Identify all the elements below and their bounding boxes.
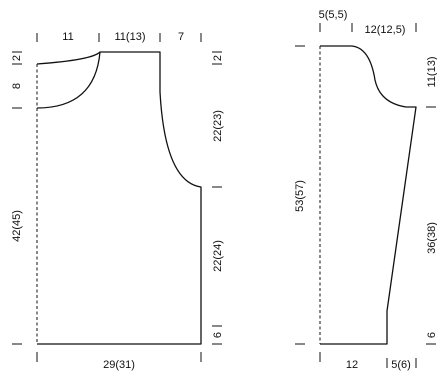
sleeve-bottom-dimension: 12 5(6) — [319, 352, 417, 371]
sleeve-right-label-cap: 11(13) — [426, 57, 437, 88]
sleeve-left-dimension: 53(57) — [294, 45, 306, 345]
sleeve-left-label-length: 53(57) — [294, 180, 306, 212]
back-right-dimension: 2 22(23) 22(24) 6 — [212, 51, 224, 345]
sleeve-bottom-label-cuff: 12 — [346, 359, 358, 371]
sleeve-right-label-seam: 36(38) — [426, 222, 437, 254]
back-top-dimension: 11 11(13) 7 — [36, 31, 202, 43]
back-top-label-center: 11(13) — [115, 31, 146, 43]
sleeve-right-dimension: 11(13) 36(38) 6 — [426, 57, 437, 345]
back-right-label-side: 22(24) — [212, 240, 224, 272]
back-right-label-rib: 6 — [212, 332, 224, 338]
back-piece-outline — [36, 51, 202, 345]
back-bottom-label-width: 29(31) — [103, 359, 135, 371]
back-right-label-armhole: 22(23) — [212, 110, 224, 142]
back-left-label-top: 2 — [11, 55, 23, 61]
back-piece: 11 11(13) 7 2 8 42(45) 2 22(23) 22(24) 6 — [11, 31, 224, 371]
back-top-label-shoulder: 7 — [178, 31, 184, 43]
sleeve-top-label-flat: 5(5,5) — [319, 9, 348, 21]
back-bottom-dimension: 29(31) — [36, 352, 202, 371]
back-top-label-neck: 11 — [62, 31, 73, 43]
sleeve-bottom-label-rib: 5(6) — [391, 359, 411, 371]
sleeve-right-label-rib: 6 — [426, 332, 437, 338]
sleeve-top-dimension: 5(5,5) 12(12,5) — [319, 9, 417, 36]
back-left-label-neck-depth: 8 — [11, 83, 23, 89]
back-left-label-length: 42(45) — [11, 210, 23, 242]
back-right-label-shoulder-drop: 2 — [212, 55, 224, 61]
sleeve-piece-outline — [320, 45, 417, 345]
front-neckline-curve — [36, 51, 101, 109]
sleeve-piece: 5(5,5) 12(12,5) 53(57) 11(13) 36(38) 6 1… — [294, 9, 437, 371]
back-left-dimension: 2 8 42(45) — [11, 51, 23, 345]
sleeve-top-label-cap: 12(12,5) — [365, 24, 406, 36]
